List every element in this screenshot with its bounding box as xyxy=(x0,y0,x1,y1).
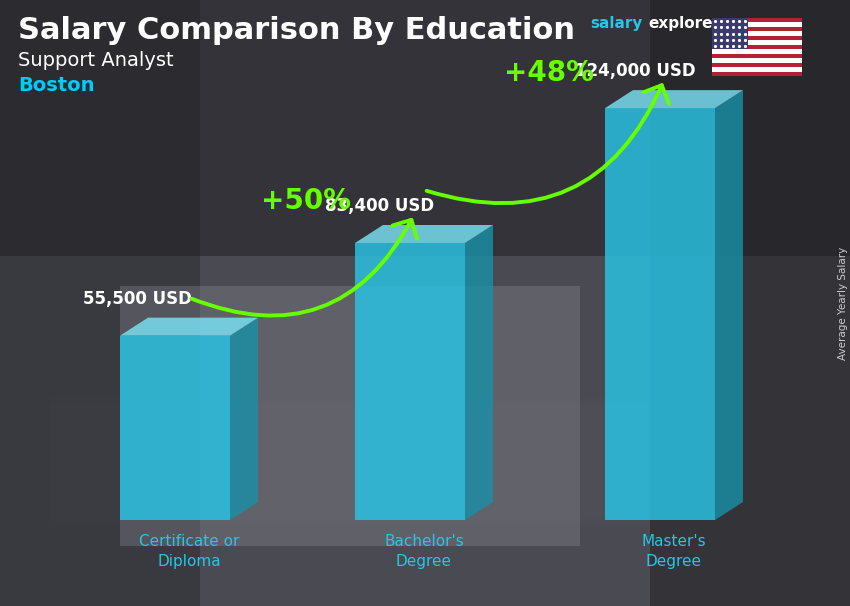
Polygon shape xyxy=(715,90,743,520)
FancyArrowPatch shape xyxy=(191,220,417,316)
Polygon shape xyxy=(120,286,580,546)
Text: 83,400 USD: 83,400 USD xyxy=(326,197,434,215)
Text: salary: salary xyxy=(590,16,643,31)
Polygon shape xyxy=(465,225,493,520)
Polygon shape xyxy=(605,108,715,520)
Text: Certificate or
Diploma: Certificate or Diploma xyxy=(139,534,239,569)
Polygon shape xyxy=(120,318,258,336)
Polygon shape xyxy=(605,90,743,108)
Text: 124,000 USD: 124,000 USD xyxy=(575,62,695,80)
Text: Boston: Boston xyxy=(18,76,94,95)
Polygon shape xyxy=(712,36,802,41)
Polygon shape xyxy=(355,243,465,520)
Polygon shape xyxy=(712,54,802,58)
Polygon shape xyxy=(712,18,802,22)
Text: +50%: +50% xyxy=(262,187,352,215)
Polygon shape xyxy=(0,0,200,606)
Polygon shape xyxy=(120,336,230,520)
Polygon shape xyxy=(712,18,748,49)
Polygon shape xyxy=(230,318,258,520)
Text: Bachelor's
Degree: Bachelor's Degree xyxy=(384,534,464,569)
Text: 55,500 USD: 55,500 USD xyxy=(82,290,191,308)
Text: Support Analyst: Support Analyst xyxy=(18,51,173,70)
Text: Average Yearly Salary: Average Yearly Salary xyxy=(838,247,848,359)
Text: +48%: +48% xyxy=(504,59,594,87)
Polygon shape xyxy=(712,45,802,49)
Polygon shape xyxy=(712,27,802,32)
Text: Salary Comparison By Education: Salary Comparison By Education xyxy=(18,16,575,45)
Text: Master's
Degree: Master's Degree xyxy=(642,534,706,569)
Polygon shape xyxy=(0,0,850,256)
Polygon shape xyxy=(712,72,802,76)
Polygon shape xyxy=(712,18,802,76)
Text: explorer.com: explorer.com xyxy=(648,16,759,31)
Polygon shape xyxy=(712,62,802,67)
FancyArrowPatch shape xyxy=(427,85,669,203)
Polygon shape xyxy=(650,0,850,606)
Polygon shape xyxy=(355,225,493,243)
